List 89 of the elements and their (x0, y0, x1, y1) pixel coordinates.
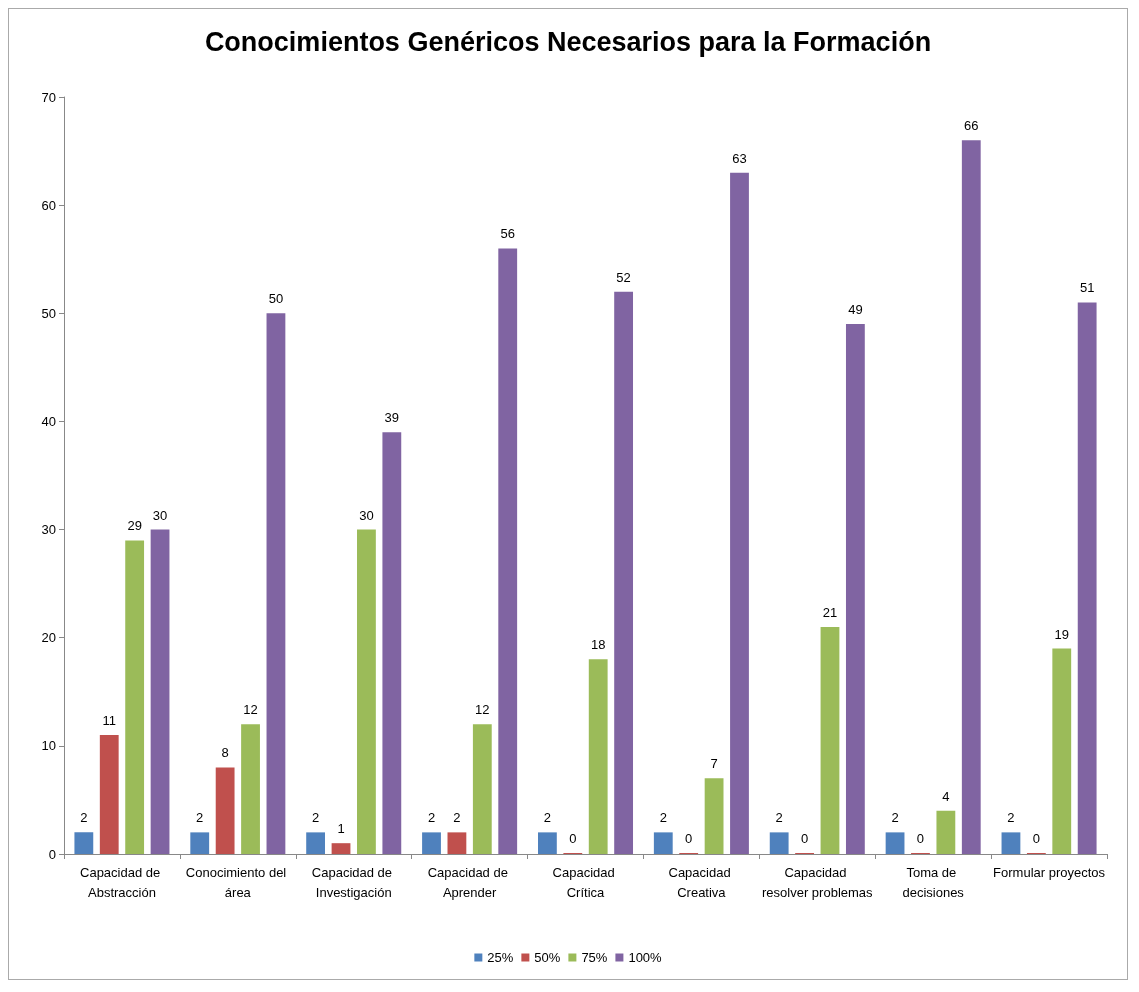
data-label: 2 (427, 810, 436, 826)
bar (769, 832, 789, 854)
x-tick-label: Formular proyectos (993, 864, 1106, 880)
bar (331, 843, 351, 854)
data-label: 2 (543, 810, 552, 826)
data-label: 0 (1032, 831, 1040, 846)
bar (653, 832, 673, 854)
data-label: 0 (800, 831, 809, 846)
data-label: 0 (916, 831, 925, 846)
data-label: 30 (359, 507, 374, 523)
bar (730, 172, 749, 854)
data-label: 0 (569, 831, 577, 846)
data-label: 1 (337, 821, 345, 837)
bar (215, 767, 235, 854)
data-label: 50 (268, 291, 284, 307)
y-tick-label: 70 (41, 89, 56, 105)
data-label: 2 (659, 810, 667, 826)
data-label: 21 (822, 604, 838, 620)
bar (936, 810, 956, 854)
data-label: 0 (685, 831, 693, 846)
data-label: 52 (616, 269, 631, 285)
legend-label: 100% (628, 950, 663, 965)
bar (498, 248, 518, 854)
bar (1052, 648, 1072, 854)
data-label: 2 (196, 810, 204, 826)
bar (241, 724, 260, 854)
bar (1077, 302, 1097, 854)
bar (382, 432, 402, 854)
x-tick-label: Capacidad Crítica (552, 864, 619, 900)
y-tick-label: 10 (41, 738, 56, 754)
y-tick-label: 20 (41, 630, 56, 646)
y-tick-label: 40 (41, 413, 56, 429)
data-label: 2 (80, 810, 88, 826)
bar (1001, 832, 1021, 854)
bar (961, 140, 981, 854)
data-label: 2 (453, 810, 461, 826)
x-tick-label: Capacidad de Abstracción (80, 864, 164, 900)
bar (125, 540, 145, 854)
data-label: 56 (500, 226, 515, 242)
legend-label: 50% (534, 950, 561, 965)
y-tick-label: 60 (41, 197, 56, 213)
data-label: 2 (312, 810, 320, 826)
data-label: 2 (1007, 810, 1015, 826)
data-label: 12 (475, 702, 490, 718)
data-label: 51 (1079, 280, 1095, 296)
data-label: 63 (732, 150, 747, 166)
bar (266, 313, 286, 854)
data-label: 2 (891, 810, 899, 826)
bar (306, 832, 326, 854)
x-tick-label: Capacidad de Aprender (427, 864, 512, 900)
data-label: 18 (590, 637, 606, 653)
x-tick-label: Toma de decisiones (902, 864, 965, 900)
bar (885, 832, 905, 854)
data-label: 8 (221, 745, 229, 761)
bar (614, 291, 634, 854)
legend-label: 75% (581, 950, 608, 965)
bar (190, 832, 210, 854)
data-label: 30 (152, 507, 168, 523)
chart-title: Conocimientos Genéricos Necesarios para la Formación (204, 26, 932, 57)
data-label: 29 (127, 518, 142, 534)
bar (99, 735, 119, 854)
bar (150, 529, 170, 854)
x-tick-label: Conocimiento del área (185, 864, 290, 900)
bar (820, 626, 840, 854)
y-tick-label: 30 (41, 522, 56, 538)
x-tick-label: Capacidad Creativa (668, 864, 735, 900)
data-label: 19 (1054, 626, 1069, 642)
y-tick-label: 0 (48, 846, 56, 862)
data-label: 4 (942, 788, 950, 804)
data-label: 66 (964, 118, 979, 134)
bar (845, 324, 865, 854)
bar (588, 659, 608, 854)
data-label: 7 (710, 756, 718, 772)
bar (357, 529, 376, 854)
data-label: 12 (243, 702, 258, 718)
bar (704, 778, 724, 854)
bar (472, 724, 492, 854)
y-tick-label: 50 (41, 305, 56, 321)
data-label: 11 (102, 713, 116, 729)
bar (447, 832, 467, 854)
legend-label: 25% (487, 950, 514, 965)
x-tick-label: Capacidad de Investigación (311, 864, 396, 900)
x-tick-label: Capacidad resolver problemas (762, 864, 874, 900)
data-label: 2 (775, 810, 783, 826)
data-label: 49 (848, 302, 863, 318)
bar (537, 832, 557, 854)
data-label: 39 (384, 410, 400, 426)
bar (74, 832, 94, 854)
bar (422, 832, 441, 854)
